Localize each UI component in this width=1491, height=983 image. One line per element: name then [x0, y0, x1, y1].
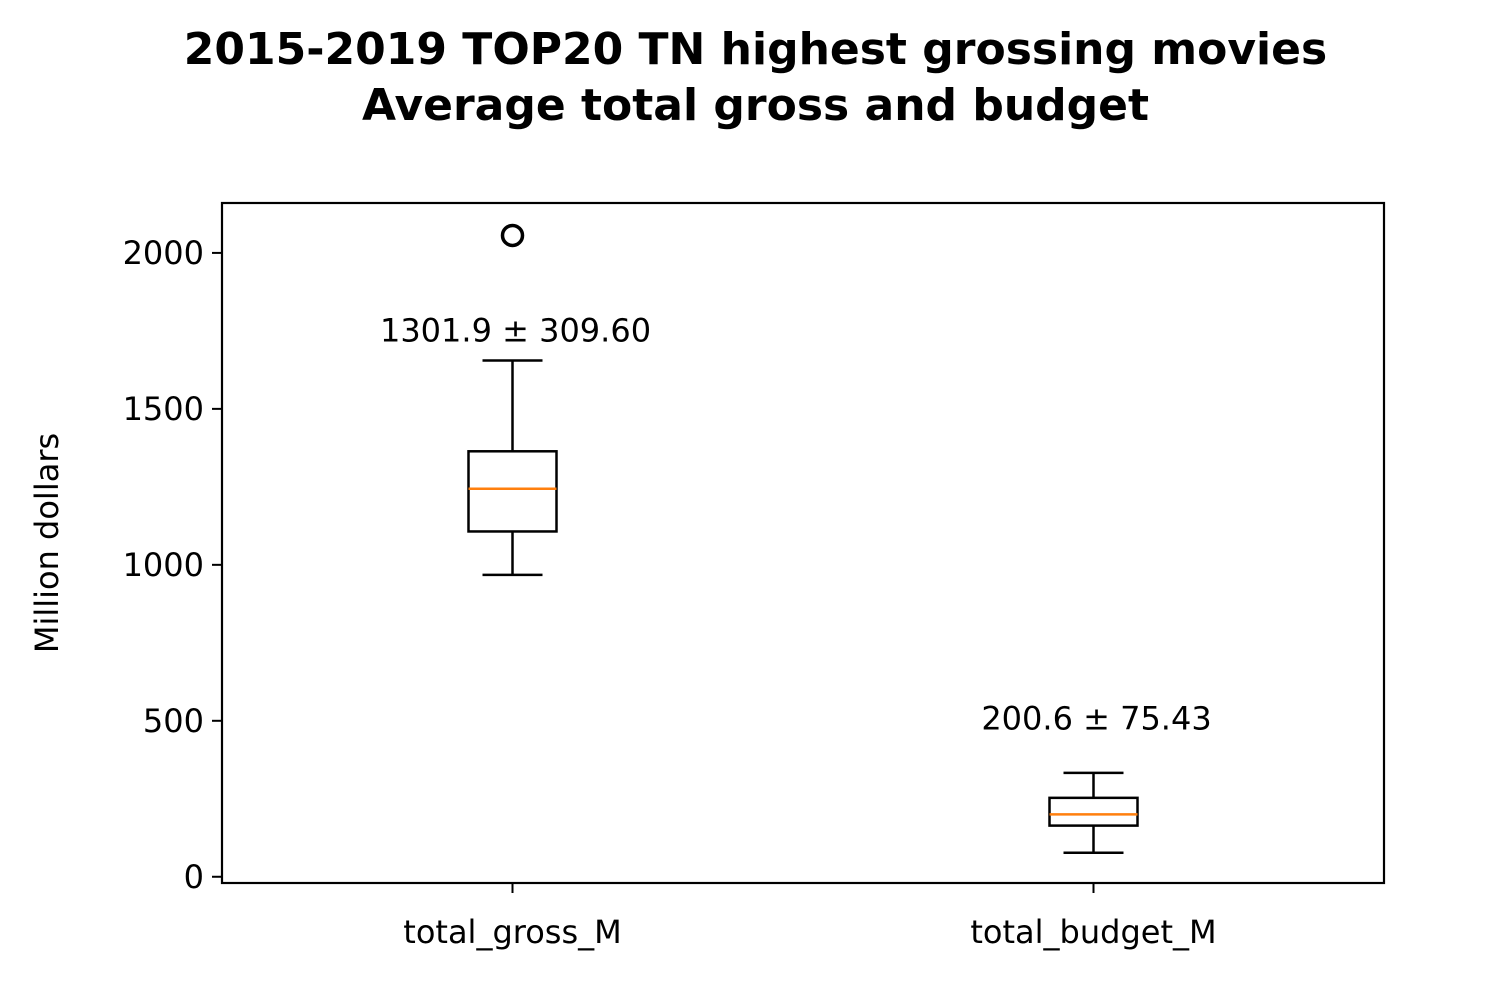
- y-axis-label: Million dollars: [28, 433, 66, 653]
- mean-std-annotation: 200.6 ± 75.43: [981, 700, 1211, 738]
- box-total_gross_M: 1301.9 ± 309.60: [380, 223, 651, 577]
- x-axis-ticks: total_gross_M total_budget_M: [403, 883, 1217, 951]
- y-tick-label: 1000: [123, 546, 204, 584]
- y-axis-ticks: 0 500 1000 1500 2000: [123, 234, 222, 896]
- box-total_budget_M: 200.6 ± 75.43: [981, 700, 1212, 854]
- y-tick-label: 0: [184, 858, 204, 896]
- iqr-box: [1048, 796, 1139, 827]
- y-tick-label: 500: [143, 702, 204, 740]
- y-tick-label: 2000: [123, 234, 204, 272]
- chart-title: 2015-2019 TOP20 TN highest grossing movi…: [10, 22, 1491, 134]
- plot-frame: [220, 201, 1386, 885]
- x-tick-label: total_budget_M: [970, 913, 1216, 951]
- outlier-point: [500, 223, 525, 248]
- chart-title-line-2: Average total gross and budget: [361, 80, 1150, 131]
- mean-std-annotation: 1301.9 ± 309.60: [380, 311, 651, 349]
- iqr-box: [467, 450, 558, 533]
- y-tick-label: 1500: [123, 390, 204, 428]
- chart-title-line-1: 2015-2019 TOP20 TN highest grossing movi…: [183, 24, 1328, 75]
- box-series: 1301.9 ± 309.60 200.6 ± 75.43: [380, 223, 1212, 854]
- x-tick-label: total_gross_M: [403, 913, 621, 951]
